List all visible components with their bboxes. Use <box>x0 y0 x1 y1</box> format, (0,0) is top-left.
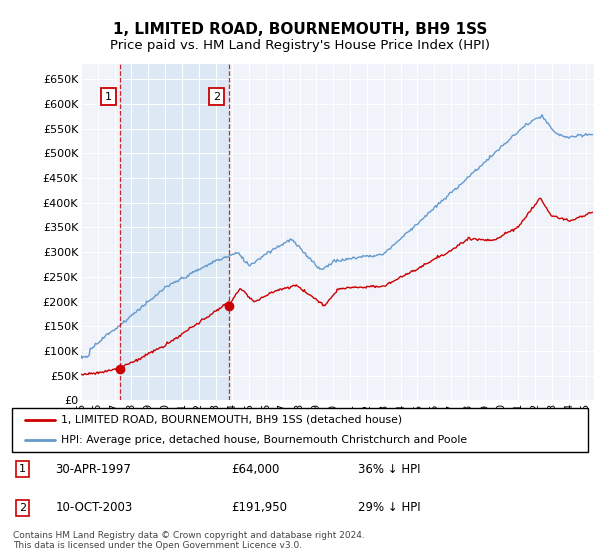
Text: HPI: Average price, detached house, Bournemouth Christchurch and Poole: HPI: Average price, detached house, Bour… <box>61 435 467 445</box>
Text: 1: 1 <box>105 91 112 101</box>
Bar <box>120 64 229 400</box>
Text: 2: 2 <box>214 91 220 101</box>
Text: Price paid vs. HM Land Registry's House Price Index (HPI): Price paid vs. HM Land Registry's House … <box>110 39 490 52</box>
Text: 29% ↓ HPI: 29% ↓ HPI <box>358 501 420 514</box>
Text: 1: 1 <box>19 464 26 474</box>
Text: 36% ↓ HPI: 36% ↓ HPI <box>358 463 420 475</box>
Text: 1, LIMITED ROAD, BOURNEMOUTH, BH9 1SS (detached house): 1, LIMITED ROAD, BOURNEMOUTH, BH9 1SS (d… <box>61 415 402 425</box>
Text: 10-OCT-2003: 10-OCT-2003 <box>55 501 133 514</box>
Text: £64,000: £64,000 <box>231 463 279 475</box>
Text: 1, LIMITED ROAD, BOURNEMOUTH, BH9 1SS: 1, LIMITED ROAD, BOURNEMOUTH, BH9 1SS <box>113 22 487 38</box>
Text: Contains HM Land Registry data © Crown copyright and database right 2024.
This d: Contains HM Land Registry data © Crown c… <box>13 531 365 550</box>
Text: 2: 2 <box>19 503 26 513</box>
Text: 30-APR-1997: 30-APR-1997 <box>55 463 131 475</box>
Text: £191,950: £191,950 <box>231 501 287 514</box>
